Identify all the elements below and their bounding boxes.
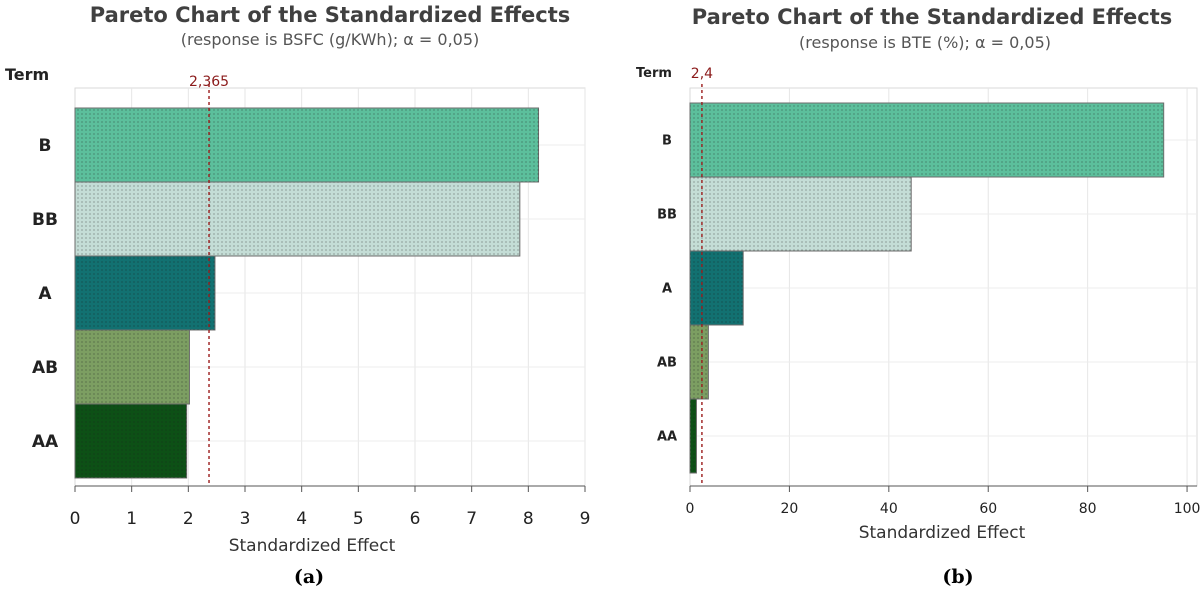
- chart-a-subtitle: (response is BSFC (g/KWh); α = 0,05): [181, 30, 480, 49]
- chart-b-category-label: B: [662, 134, 672, 149]
- chart-b: Pareto Chart of the Standardized Effects…: [636, 5, 1200, 588]
- chart-b-caption: (b): [942, 566, 973, 588]
- chart-b-x-tick-label: 60: [979, 501, 997, 517]
- chart-a-title: Pareto Chart of the Standardized Effects: [90, 3, 571, 27]
- chart-a-category-label: AB: [32, 358, 58, 378]
- chart-a-x-tick-label: 7: [466, 509, 477, 529]
- chart-b-bar-aa: [689, 398, 697, 474]
- chart-a-bar-b: [74, 107, 540, 183]
- chart-a-x-tick-label: 6: [410, 509, 421, 529]
- chart-b-title: Pareto Chart of the Standardized Effects: [692, 5, 1173, 29]
- chart-a-bar-a: [74, 255, 216, 331]
- chart-a-category-label: B: [39, 136, 52, 156]
- chart-b-x-tick-label: 20: [780, 501, 798, 517]
- chart-a-category-label: A: [38, 284, 52, 304]
- chart-a-category-label: BB: [32, 210, 58, 230]
- chart-a-category-label: AA: [32, 432, 59, 452]
- chart-b-subtitle: (response is BTE (%); α = 0,05): [799, 33, 1051, 52]
- chart-b-x-tick-label: 40: [880, 501, 898, 517]
- chart-b-category-label: AA: [657, 430, 677, 445]
- chart-a-critical-label: 2,365: [189, 74, 229, 90]
- chart-b-critical-label: 2,4: [691, 66, 713, 82]
- chart-a-x-tick-label: 1: [126, 509, 137, 529]
- chart-b-bar-b: [689, 102, 1165, 178]
- chart-b-x-tick-label: 100: [1174, 501, 1200, 517]
- chart-a-x-tick-label: 2: [183, 509, 194, 529]
- chart-b-bar-a: [689, 250, 744, 326]
- chart-b-category-label: BB: [657, 208, 677, 223]
- chart-b-bar-ab: [689, 324, 709, 400]
- chart-a-caption: (a): [294, 566, 324, 588]
- chart-a-x-tick-label: 4: [296, 509, 307, 529]
- chart-b-x-tick-label: 0: [686, 501, 695, 517]
- chart-b-category-label: A: [662, 282, 672, 297]
- chart-a-x-tick-label: 3: [240, 509, 251, 529]
- chart-b-term-label: Term: [636, 66, 672, 81]
- chart-a-bar-bb: [74, 181, 521, 257]
- chart-b-x-axis-label: Standardized Effect: [859, 523, 1026, 543]
- chart-a-term-label: Term: [5, 65, 49, 84]
- chart-a-bar-aa: [74, 403, 188, 479]
- chart-a-x-tick-label: 5: [353, 509, 364, 529]
- chart-b-bar-bb: [689, 176, 912, 252]
- chart-a-bar-ab: [74, 329, 190, 405]
- chart-a: Pareto Chart of the Standardized Effects…: [5, 3, 590, 588]
- chart-a-x-axis-label: Standardized Effect: [229, 536, 396, 556]
- chart-a-x-tick-label: 0: [70, 509, 81, 529]
- chart-a-x-tick-label: 8: [523, 509, 534, 529]
- chart-a-x-tick-label: 9: [580, 509, 591, 529]
- chart-b-category-label: AB: [657, 356, 677, 371]
- chart-b-x-tick-label: 80: [1079, 501, 1097, 517]
